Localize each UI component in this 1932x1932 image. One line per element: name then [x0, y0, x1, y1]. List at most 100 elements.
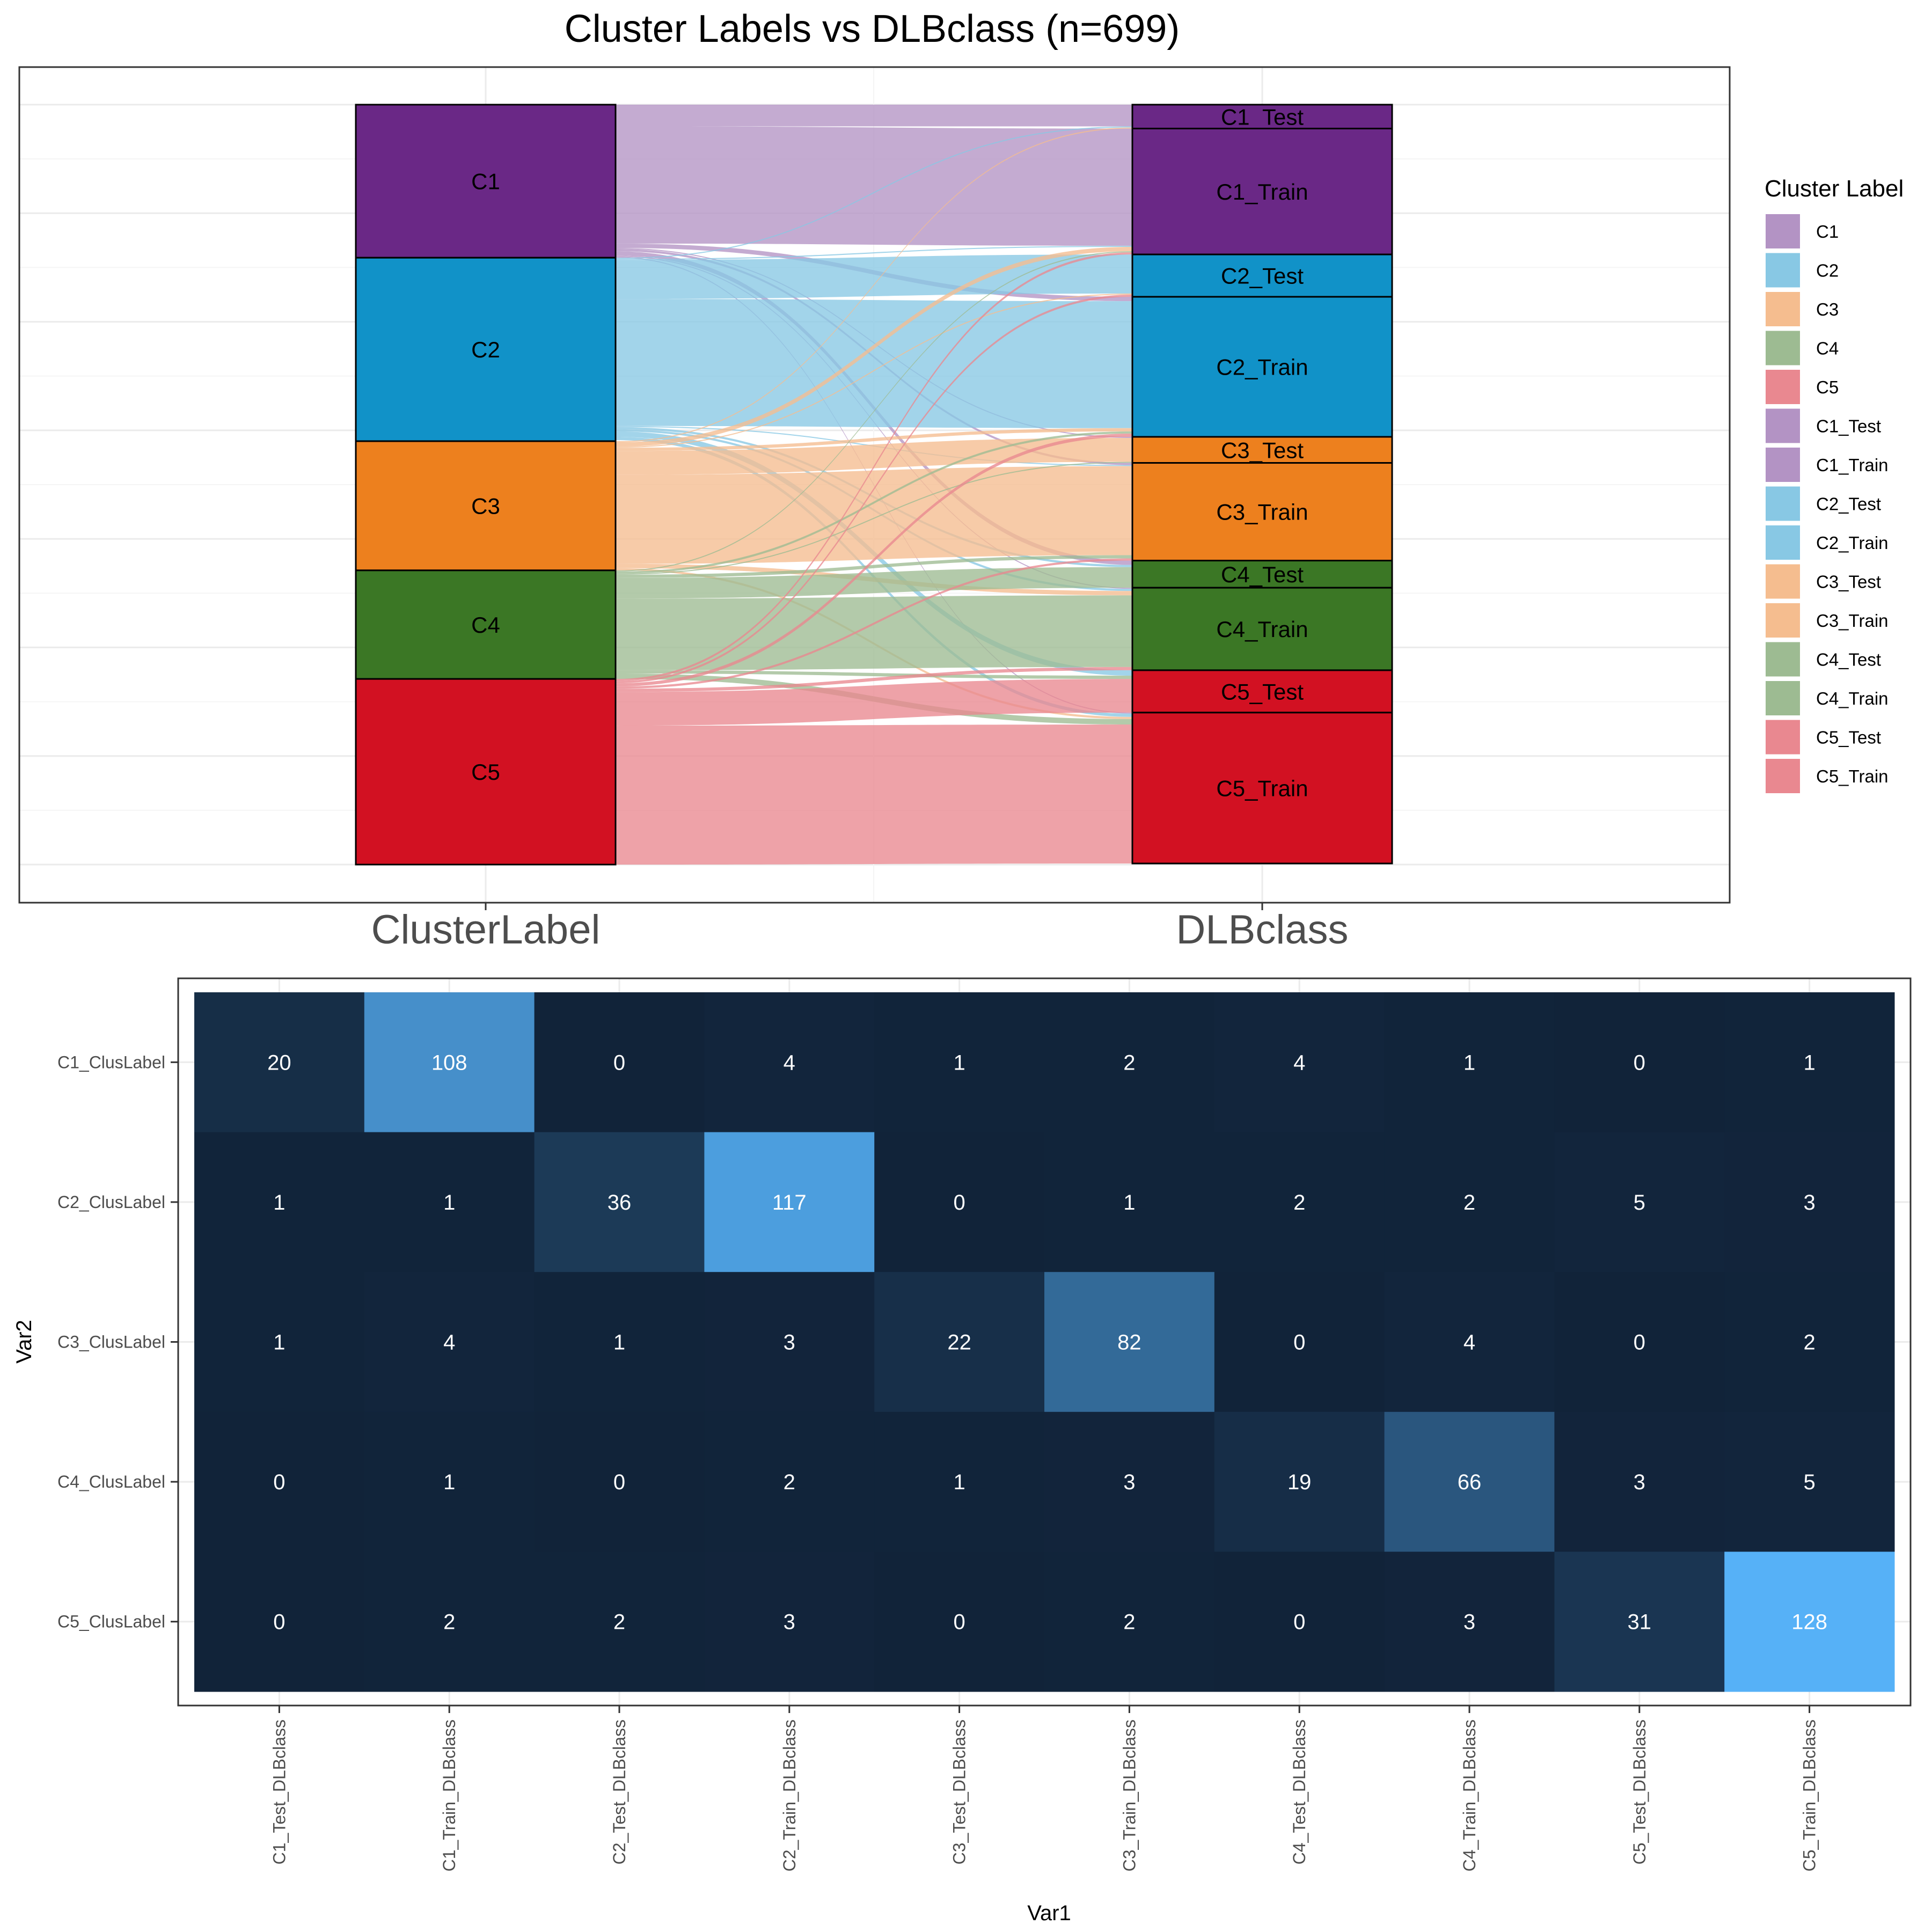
flow-c4-to-c2-train — [616, 431, 1132, 574]
flow-c4-to-c3-train — [616, 555, 1132, 578]
x-tick-label-c3-test-dlbclass: C3_Test_DLBclass — [950, 1719, 969, 1864]
heatmap-value-label: 108 — [431, 1051, 467, 1074]
heatmap-cell-c2-cluslabel-c5-test-dlbclass — [1554, 1132, 1725, 1272]
alluvial-panel-border — [18, 66, 1731, 904]
x-tick-label-c1-test-dlbclass: C1_Test_DLBclass — [269, 1719, 289, 1864]
heatmap-value-label: 1 — [953, 1051, 965, 1074]
flow-c5-to-c5-test — [616, 679, 1132, 726]
stratum-label-c4: C4 — [471, 612, 500, 638]
heatmap-cell-c2-cluslabel-c4-test-dlbclass — [1214, 1132, 1385, 1272]
y-tick-label-c3-cluslabel: C3_ClusLabel — [57, 1333, 165, 1352]
heatmap-value-label: 0 — [1293, 1611, 1305, 1634]
legend-label-c5-test: C5_Test — [1816, 728, 1881, 748]
x-tick-label-c2-train-dlbclass: C2_Train_DLBclass — [780, 1719, 799, 1871]
legend-key-c5 — [1766, 370, 1800, 404]
heatmap-cell-c5-cluslabel-c3-test-dlbclass — [874, 1552, 1045, 1692]
stratum-label-c2: C2 — [471, 337, 500, 362]
heatmap-value-label: 1 — [613, 1331, 625, 1355]
stratum-c1-train — [1131, 128, 1393, 255]
x-tick-label-c2-test-dlbclass: C2_Test_DLBclass — [610, 1719, 629, 1864]
heatmap-cell-c5-cluslabel-c5-train-dlbclass — [1724, 1552, 1895, 1692]
heatmap-value-label: 2 — [1123, 1051, 1135, 1074]
heatmap-cell-c5-cluslabel-c4-train-dlbclass — [1384, 1552, 1555, 1692]
legend-key-c5-test — [1766, 720, 1800, 755]
legend-key-c4 — [1766, 331, 1800, 365]
legend-items: C1 C2 C3 C4 C5 C1_Test C1_Train C2_Test C2_Train… — [1766, 214, 1889, 793]
heatmap-cell-c5-cluslabel-c1-test-dlbclass — [194, 1552, 365, 1692]
legend-label-c1-test: C1_Test — [1816, 416, 1881, 436]
heatmap-value-label: 4 — [1293, 1051, 1305, 1074]
heatmap-value-label: 0 — [273, 1470, 285, 1494]
axis-label-clusterlabel: ClusterLabel — [371, 907, 601, 953]
legend-label-c5: C5 — [1816, 377, 1839, 397]
heatmap-cell-c1-cluslabel-c4-train-dlbclass — [1384, 992, 1555, 1133]
heatmap-cell-c5-cluslabel-c4-test-dlbclass — [1214, 1552, 1385, 1692]
flow-c3-to-c1-test — [616, 127, 1132, 443]
heatmap-cell-c2-cluslabel-c2-test-dlbclass — [534, 1132, 705, 1272]
heatmap-cell-c2-cluslabel-c3-train-dlbclass — [1044, 1132, 1215, 1272]
heatmap-cell-c1-cluslabel-c3-train-dlbclass — [1044, 992, 1215, 1133]
heatmap-cell-c5-cluslabel-c3-train-dlbclass — [1044, 1552, 1215, 1692]
stratum-c5-train — [1131, 712, 1393, 865]
x-tick-label-c1-train-dlbclass: C1_Train_DLBclass — [440, 1719, 459, 1871]
legend-label-c3-test: C3_Test — [1816, 572, 1881, 592]
heatmap-cell-c1-cluslabel-c2-train-dlbclass — [704, 992, 875, 1133]
heatmap-value-label: 3 — [784, 1611, 795, 1634]
heatmap-cell-c3-cluslabel-c5-test-dlbclass — [1554, 1272, 1725, 1413]
stratum-label-c5: C5 — [471, 759, 500, 785]
x-tick-label-c5-train-dlbclass: C5_Train_DLBclass — [1800, 1719, 1819, 1871]
heatmap-value-label: 1 — [1803, 1051, 1815, 1074]
legend-key-c3 — [1766, 292, 1800, 326]
legend-label-c4-test: C4_Test — [1816, 650, 1881, 670]
stratum-label-c4-train: C4_Train — [1216, 617, 1308, 642]
stratum-label-c5-train: C5_Train — [1216, 775, 1308, 801]
stratum-c4-train — [1131, 587, 1393, 671]
heatmap-cell-c1-cluslabel-c4-test-dlbclass — [1214, 992, 1385, 1133]
stratum-c4 — [355, 569, 617, 680]
heatmap-value-label: 117 — [772, 1191, 807, 1214]
stratum-c5 — [355, 678, 617, 866]
legend: Cluster Label C1C2C3C4C5C1_TestC1_TrainC… — [1765, 175, 1904, 793]
flow-c2-to-c2-train — [616, 299, 1132, 428]
flow-c4-to-c1-train — [616, 251, 1132, 572]
heatmap-cell-c3-cluslabel-c4-train-dlbclass — [1384, 1272, 1555, 1413]
heatmap-value-label: 4 — [784, 1051, 795, 1074]
heatmap-value-label: 5 — [1803, 1470, 1815, 1494]
heatmap-value-label: 2 — [1463, 1191, 1475, 1214]
heatmap-value-label: 0 — [273, 1611, 285, 1634]
flow-c1-to-c1-train — [616, 126, 1132, 246]
flow-c4-to-c4-train — [616, 595, 1132, 670]
heatmap-cell-c4-cluslabel-c5-train-dlbclass — [1724, 1411, 1895, 1552]
legend-label-c5-train: C5_Train — [1816, 766, 1889, 786]
flow-c5-to-c3-train — [616, 558, 1132, 689]
flow-c2-to-c2-test — [616, 254, 1132, 299]
alluvial-chart: Cluster Labels vs DLBclass (n=699) C1C2C… — [18, 8, 1904, 953]
flow-c4-to-c3-test — [616, 462, 1132, 575]
stratum-label-c3: C3 — [471, 493, 500, 518]
legend-label-c3-train: C3_Train — [1816, 611, 1889, 631]
stratum-c3-test — [1131, 436, 1393, 464]
stratum-label-c2-test: C2_Test — [1221, 264, 1304, 289]
heatmap-value-label: 19 — [1287, 1470, 1312, 1494]
legend-label-c2-test: C2_Test — [1816, 494, 1881, 514]
heatmap-cell-c1-cluslabel-c5-test-dlbclass — [1554, 992, 1725, 1133]
legend-key-c5-train — [1766, 759, 1800, 793]
flow-c5-to-c5-train — [616, 724, 1132, 865]
heatmap-x-axis-title: Var1 — [1027, 1901, 1071, 1925]
flow-c5-to-c2-train — [616, 433, 1132, 687]
heatmap-value-label: 1 — [443, 1470, 455, 1494]
heatmap-value-label: 3 — [1634, 1470, 1645, 1494]
legend-label-c2: C2 — [1816, 261, 1839, 281]
heatmap-value-label: 2 — [784, 1470, 795, 1494]
stratum-label-c4-test: C4_Test — [1221, 562, 1304, 587]
flow-c5-to-c1-train — [616, 252, 1132, 682]
legend-key-c3-test — [1766, 564, 1800, 599]
heatmap-value-label: 5 — [1634, 1191, 1645, 1214]
heatmap-value-label: 2 — [1123, 1611, 1135, 1634]
heatmap-y-ticks: C1_ClusLabel C2_ClusLabel C3_ClusLabel C4_C… — [57, 1052, 178, 1631]
flow-c4-to-c4-test — [616, 567, 1132, 599]
heatmap-value-label: 22 — [947, 1331, 971, 1355]
legend-key-c2-test — [1766, 486, 1800, 521]
stratum-label-c2-train: C2_Train — [1216, 355, 1308, 380]
